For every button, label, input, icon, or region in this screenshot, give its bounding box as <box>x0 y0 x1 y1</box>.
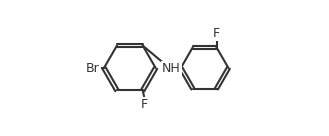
Text: Br: Br <box>86 61 100 75</box>
Text: F: F <box>141 98 148 111</box>
Text: F: F <box>213 27 220 40</box>
Text: NH: NH <box>162 62 181 75</box>
